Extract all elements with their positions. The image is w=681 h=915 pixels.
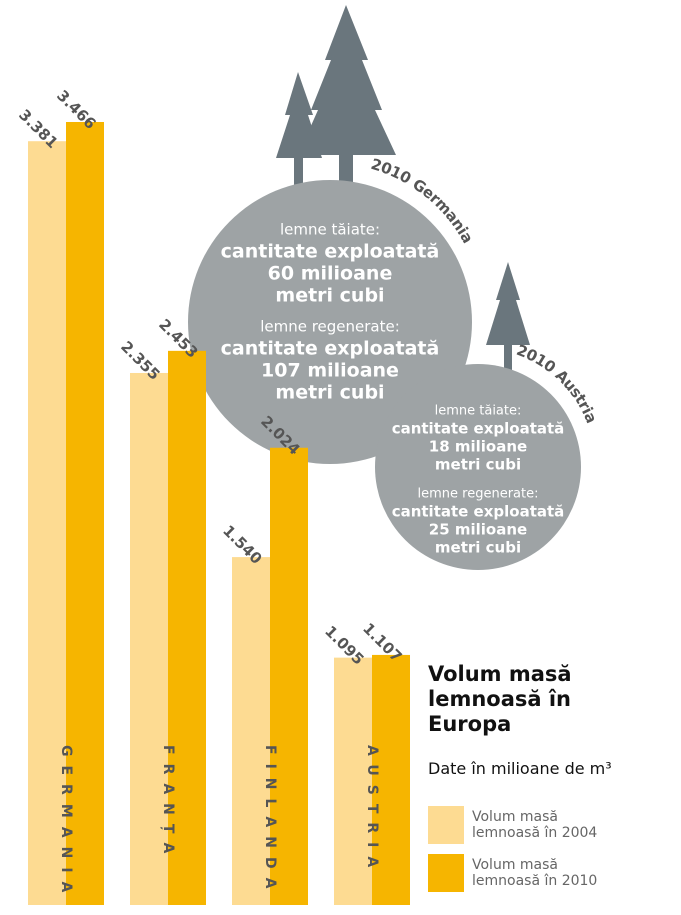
legend-swatch: [428, 854, 464, 892]
legend-box: Volum masă lemnoasă în Europa Date în mil…: [428, 662, 678, 912]
legend-item: Volum masă lemnoasă în 2004: [428, 806, 678, 844]
category-label: FINLANDA: [262, 745, 278, 897]
legend-item: Volum masă lemnoasă în 2010: [428, 854, 678, 892]
legend-label: Volum masă lemnoasă în 2004: [472, 809, 622, 841]
annotation-text: metri cubi: [435, 539, 521, 557]
page: 3.3813.466GERMANIA2.3552.453FRANȚA1.5402…: [0, 0, 681, 915]
annotation-text: cantitate exploatată: [221, 241, 440, 263]
legend-swatch: [428, 806, 464, 844]
annotation-label: lemne regenerate:: [418, 487, 539, 502]
annotation-label: lemne regenerate:: [260, 318, 400, 336]
annotation-text: 18 milioane: [429, 438, 527, 456]
annotation-text: 107 milioane: [261, 360, 399, 382]
chart-title: Volum masă lemnoasă în Europa: [428, 662, 578, 737]
legend: Volum masă lemnoasă în Europa Date în mil…: [428, 662, 678, 892]
category-label: GERMANIA: [58, 745, 74, 901]
annotation-text: metri cubi: [275, 285, 384, 307]
annotation-text: cantitate exploatată: [392, 503, 565, 521]
annotation-text: metri cubi: [435, 456, 521, 474]
annotation-text: cantitate exploatată: [221, 338, 440, 360]
chart: 3.3813.466GERMANIA2.3552.453FRANȚA1.5402…: [0, 0, 681, 915]
annotation-text: 25 milioane: [429, 521, 527, 539]
annotation-label: lemne tăiate:: [280, 221, 380, 239]
annotation-text: cantitate exploatată: [392, 420, 565, 438]
annotation-label: lemne tăiate:: [435, 404, 522, 419]
legend-label: Volum masă lemnoasă în 2010: [472, 857, 622, 889]
chart-subtitle: Date în milioane de m³: [428, 759, 678, 778]
category-label: FRANȚA: [160, 745, 176, 862]
annotation-text: 60 milioane: [268, 263, 393, 285]
annotation-text: metri cubi: [275, 382, 384, 404]
category-label: AUSTRIA: [364, 745, 380, 876]
